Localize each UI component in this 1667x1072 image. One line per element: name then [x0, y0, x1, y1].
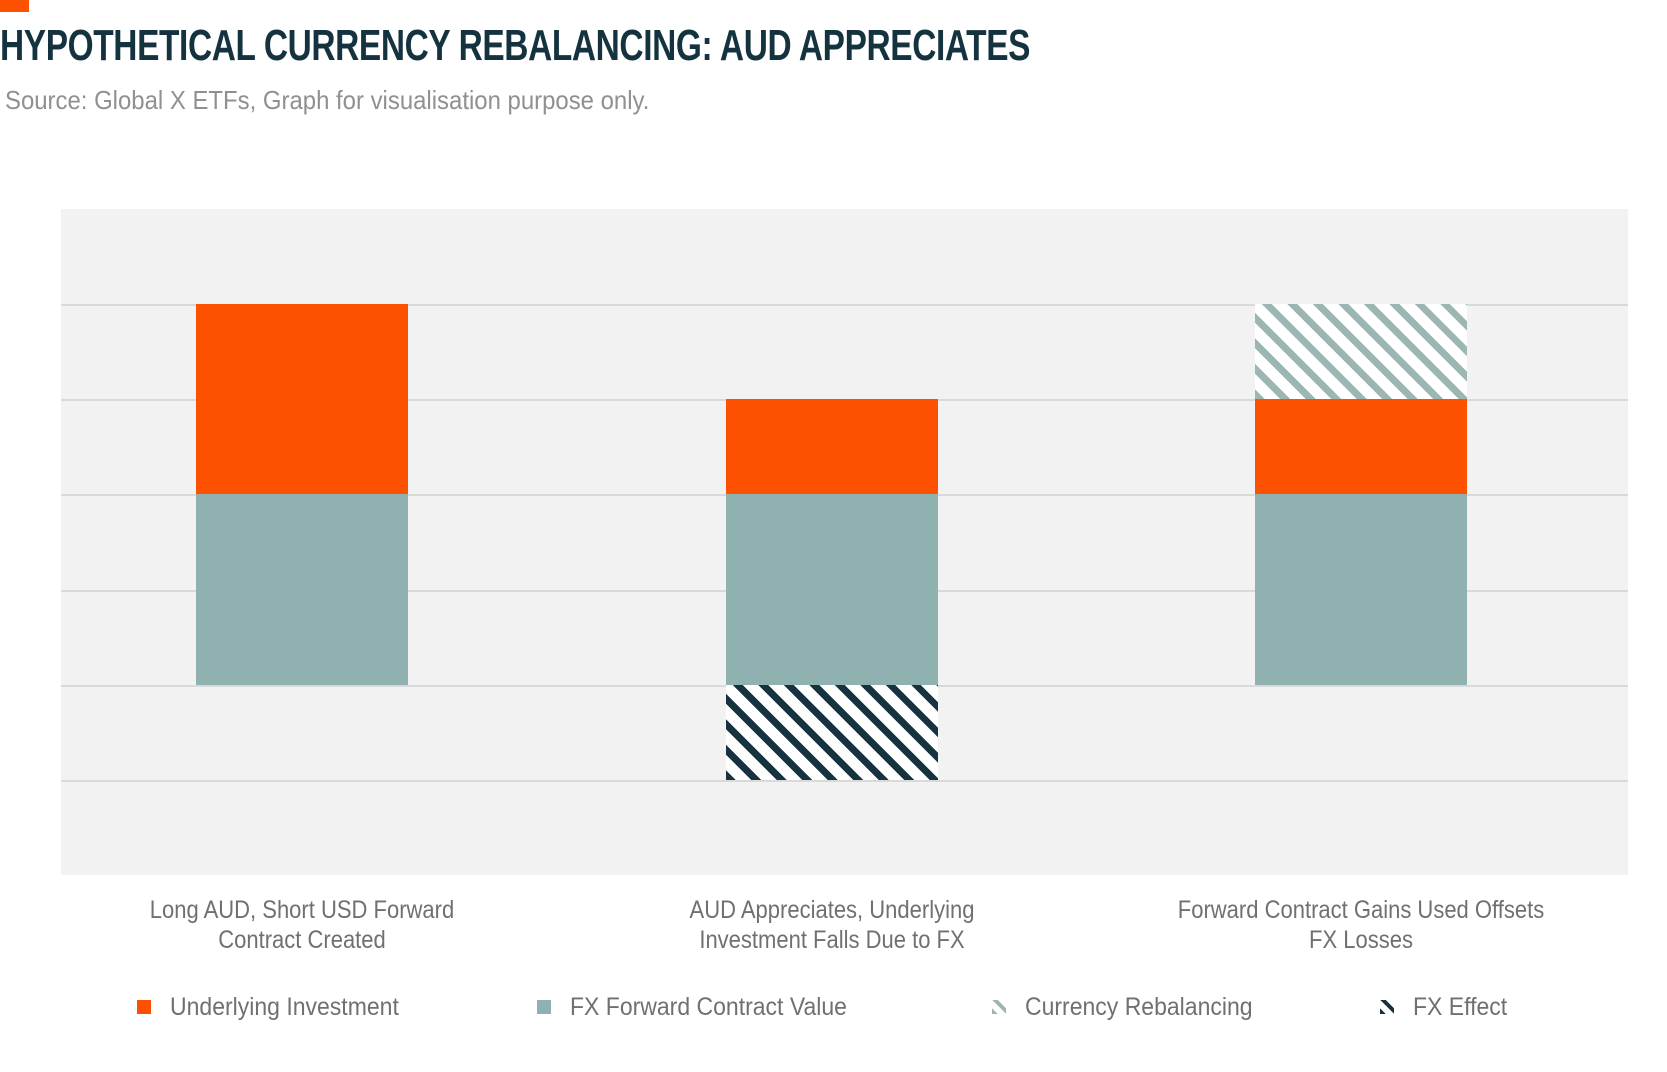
gridline [61, 780, 1628, 782]
category-label-3: Forward Contract Gains Used Offsets FX Lo… [1141, 895, 1581, 955]
category-label-1: Long AUD, Short USD Forward Contract Crea… [82, 895, 522, 955]
category-label-line: FX Losses [1309, 926, 1413, 954]
category-label-2: AUD Appreciates, Underlying Investment Fa… [612, 895, 1052, 955]
currency-rebalancing-swatch-icon [992, 1000, 1006, 1014]
legend-label-fx-forward-contract-value: FX Forward Contract Value [570, 992, 847, 1021]
category-label-line: Contract Created [218, 926, 386, 954]
bar-2-segment-underlying-investment [726, 399, 938, 494]
underlying-investment-swatch-icon [137, 1000, 151, 1014]
legend-label-underlying-investment: Underlying Investment [170, 992, 399, 1021]
fx-forward-contract-value-swatch-icon [537, 1000, 551, 1014]
bar-2-segment-fx-forward-contract-value [726, 494, 938, 685]
category-label-line: Long AUD, Short USD Forward [149, 896, 455, 924]
bar-2-segment-fx-effect [726, 685, 938, 780]
legend: Underlying Investment FX Forward Contract… [0, 993, 1667, 1021]
legend-item-underlying-investment: Underlying Investment [137, 993, 419, 1021]
category-label-line: Investment Falls Due to FX [699, 926, 965, 954]
brand-accent-mark [0, 0, 29, 12]
legend-label-currency-rebalancing: Currency Rebalancing [1025, 992, 1253, 1021]
legend-item-fx-effect: FX Effect [1380, 993, 1515, 1021]
category-label-line: Forward Contract Gains Used Offsets [1177, 896, 1545, 924]
gridline [61, 304, 1628, 306]
fx-effect-swatch-icon [1380, 1000, 1394, 1014]
legend-label-fx-effect: FX Effect [1413, 992, 1508, 1021]
bar-1-segment-fx-forward-contract-value [196, 494, 408, 685]
bar-3-segment-fx-forward-contract-value [1255, 494, 1467, 685]
category-label-line: AUD Appreciates, Underlying [689, 896, 975, 924]
bar-3-segment-underlying-investment [1255, 399, 1467, 494]
legend-item-fx-forward-contract-value: FX Forward Contract Value [537, 993, 871, 1021]
source-note: Source: Global X ETFs, Graph for visuali… [5, 85, 650, 115]
page-title: HYPOTHETICAL CURRENCY REBALANCING: AUD A… [0, 21, 1031, 70]
plot-area [61, 209, 1628, 875]
bar-3-segment-currency-rebalancing [1255, 304, 1467, 399]
bar-1-segment-underlying-investment [196, 304, 408, 494]
legend-item-currency-rebalancing: Currency Rebalancing [992, 993, 1272, 1021]
